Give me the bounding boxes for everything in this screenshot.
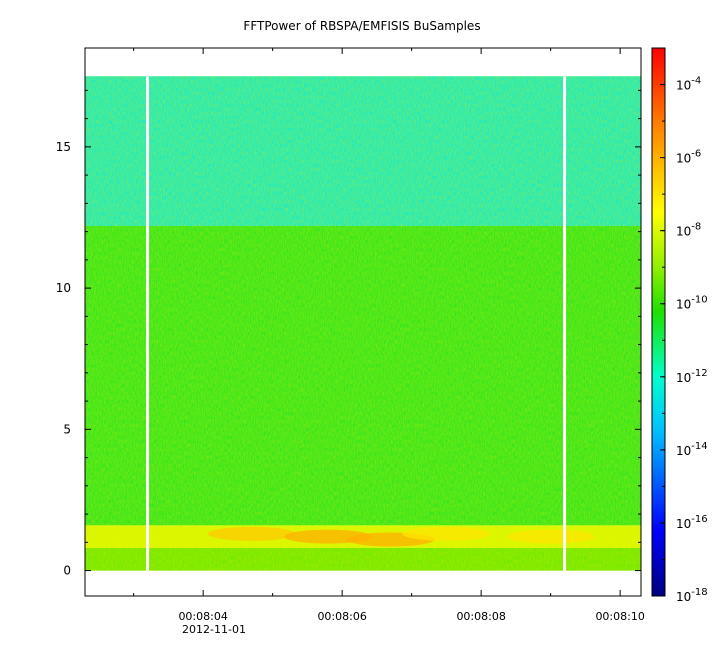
x-tick-label-2: 00:08:08 (456, 610, 505, 623)
colorbar-tick-label-6: 10-16 (676, 514, 708, 531)
y-tick-label-10: 10 (56, 281, 71, 295)
colorbar-tick-label-4: 10-12 (676, 368, 708, 385)
y-tick-label-5: 5 (63, 422, 71, 436)
data-gap-1 (563, 76, 567, 571)
x-tick-label-3: 00:08:10 (595, 610, 644, 623)
chart-title: FFTPower of RBSPA/EMFISIS BuSamples (243, 19, 480, 33)
colorbar-frame (651, 47, 666, 597)
colorbar-tick-label-7: 10-18 (676, 587, 708, 604)
colorbar-tick-label-2: 10-8 (676, 222, 701, 239)
plot-area (84, 47, 642, 597)
x-tick-label-1: 00:08:06 (317, 610, 366, 623)
y-tick-label-0: 0 (63, 564, 71, 578)
spectrum-noise-texture (85, 76, 641, 571)
y-axis: 0 5 10 15 (56, 89, 641, 578)
colorbar-tick-label-3: 10-10 (676, 295, 708, 312)
colorbar-gradient (652, 48, 665, 596)
x-tick-label-0: 00:08:04 (178, 610, 227, 623)
plot-frame (84, 47, 642, 597)
enhancement-4 (506, 529, 595, 544)
x-date-label: 2012-11-01 (182, 623, 246, 636)
y-tick-label-15: 15 (56, 140, 71, 154)
colorbar-tick-label-5: 10-14 (676, 441, 708, 458)
enhancement-0 (207, 526, 296, 541)
enhancement-3 (402, 526, 491, 541)
colorbar: 10-4 10-6 10-8 10-10 10-12 10-14 10-16 10-18 (651, 47, 708, 604)
x-axis: 00:08:04 00:08:06 00:08:08 00:08:10 (133, 48, 645, 623)
colorbar-tick-label-0: 10-4 (676, 76, 701, 93)
colorbar-tick-label-1: 10-6 (676, 149, 701, 166)
enhancements (207, 526, 595, 547)
data-gaps (146, 76, 567, 571)
data-gap-0 (146, 76, 150, 571)
